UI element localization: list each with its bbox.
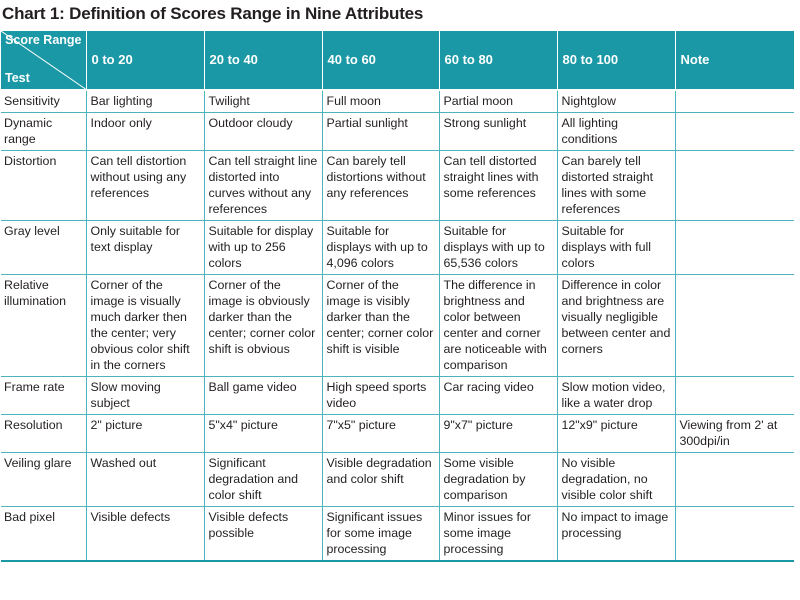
table-cell [675, 150, 794, 221]
table-cell [675, 506, 794, 562]
table-cell: Significant degradation and color shift [204, 452, 323, 507]
table-cell: Suitable for displays with up to 65,536 … [439, 220, 558, 275]
table-cell: Partial sunlight [322, 112, 440, 151]
column-header: 60 to 80 [439, 31, 558, 91]
table-row: Bad pixel Visible defects Visible defects … [1, 506, 794, 562]
table-row: Relative illumination Corner of the image… [1, 274, 794, 377]
chart-title: Chart 1: Definition of Scores Range in N… [2, 4, 424, 23]
table-cell: Can tell distorted straight lines with s… [439, 150, 558, 221]
column-header: 20 to 40 [204, 31, 323, 91]
table-cell: Visible degradation and color shift [322, 452, 440, 507]
table-cell: 9"x7" picture [439, 414, 558, 453]
diagonal-divider [1, 31, 86, 89]
table-cell: Outdoor cloudy [204, 112, 323, 151]
table-row: Gray level Only suitable for text display… [1, 220, 794, 275]
table-cell: 2" picture [86, 414, 205, 453]
row-test-label: Bad pixel [1, 506, 87, 562]
table-cell: 7"x5" picture [322, 414, 440, 453]
test-label: Test [5, 71, 30, 85]
table-cell: Bar lighting [86, 90, 205, 113]
table-cell: 5"x4" picture [204, 414, 323, 453]
table-cell: Slow moving subject [86, 376, 205, 415]
table-cell: Nightglow [557, 90, 676, 113]
table-cell: Ball game video [204, 376, 323, 415]
scores-range-table: Score Range Test 0 to 20 20 to 40 40 to … [1, 31, 795, 562]
table-cell: 12"x9" picture [557, 414, 676, 453]
row-test-label: Distortion [1, 150, 87, 221]
table-cell: Washed out [86, 452, 205, 507]
table-cell: Full moon [322, 90, 440, 113]
column-header: 40 to 60 [322, 31, 440, 91]
table-cell: High speed sports video [322, 376, 440, 415]
table-cell: Corner of the image is visibly darker th… [322, 274, 440, 377]
table-cell: No impact to image processing [557, 506, 676, 562]
table-cell: The difference in brightness and color b… [439, 274, 558, 377]
table-cell: Partial moon [439, 90, 558, 113]
row-test-label: Relative illumination [1, 274, 87, 377]
row-test-label: Dynamic range [1, 112, 87, 151]
table-cell: Significant issues for some image proces… [322, 506, 440, 562]
corner-header-cell: Score Range Test [1, 31, 87, 91]
table-cell [675, 452, 794, 507]
table-cell: Strong sunlight [439, 112, 558, 151]
score-range-label: Score Range [5, 33, 82, 47]
table-cell: Suitable for display with up to 256 colo… [204, 220, 323, 275]
table-row: Dynamic range Indoor only Outdoor cloudy Pa… [1, 112, 794, 151]
table-cell: Suitable for displays with full colors [557, 220, 676, 275]
table-cell [675, 376, 794, 415]
table-cell: Slow motion video, like a water drop [557, 376, 676, 415]
table-cell [675, 112, 794, 151]
table-cell: Indoor only [86, 112, 205, 151]
table-cell: Can tell straight line distorted into cu… [204, 150, 323, 221]
row-test-label: Sensitivity [1, 90, 87, 113]
column-header: Note [675, 31, 795, 91]
table-row: Sensitivity Bar lighting Twilight Full moon… [1, 90, 794, 113]
table-cell: Corner of the image is obviously darker … [204, 274, 323, 377]
table-cell: Can tell distortion without using any re… [86, 150, 205, 221]
row-test-label: Resolution [1, 414, 87, 453]
column-header: 80 to 100 [557, 31, 676, 91]
table-cell: Viewing from 2' at 300dpi/in [675, 414, 794, 453]
table-cell: Twilight [204, 90, 323, 113]
table-cell [675, 220, 794, 275]
table-cell: Only suitable for text display [86, 220, 205, 275]
table-cell: Suitable for displays with up to 4,096 c… [322, 220, 440, 275]
table-cell: Some visible degradation by comparison [439, 452, 558, 507]
column-header: 0 to 20 [86, 31, 205, 91]
table-cell: Visible defects [86, 506, 205, 562]
table-row: Frame rate Slow moving subject Ball game v… [1, 376, 794, 415]
table-cell: Visible defects possible [204, 506, 323, 562]
table-cell: Can barely tell distorted straight lines… [557, 150, 676, 221]
table-cell: Difference in color and brightness are v… [557, 274, 676, 377]
table-row: Veiling glare Washed out Significant degra… [1, 452, 794, 507]
table-cell: All lighting conditions [557, 112, 676, 151]
header-row: Score Range Test 0 to 20 20 to 40 40 to … [1, 31, 795, 91]
table-row: Distortion Can tell distortion without us… [1, 150, 794, 221]
table-cell: Car racing video [439, 376, 558, 415]
row-test-label: Frame rate [1, 376, 87, 415]
table-cell: No visible degradation, no visible color… [557, 452, 676, 507]
row-test-label: Gray level [1, 220, 87, 275]
table-cell: Can barely tell distortions without any … [322, 150, 440, 221]
table-cell [675, 90, 794, 113]
table-cell: Corner of the image is visually much dar… [86, 274, 205, 377]
table-cell: Minor issues for some image processing [439, 506, 558, 562]
row-test-label: Veiling glare [1, 452, 87, 507]
table-body: Sensitivity Bar lighting Twilight Full moon… [1, 90, 794, 562]
table-row: Resolution 2" picture 5"x4" picture 7"x5" p… [1, 414, 794, 453]
table-cell [675, 274, 794, 377]
